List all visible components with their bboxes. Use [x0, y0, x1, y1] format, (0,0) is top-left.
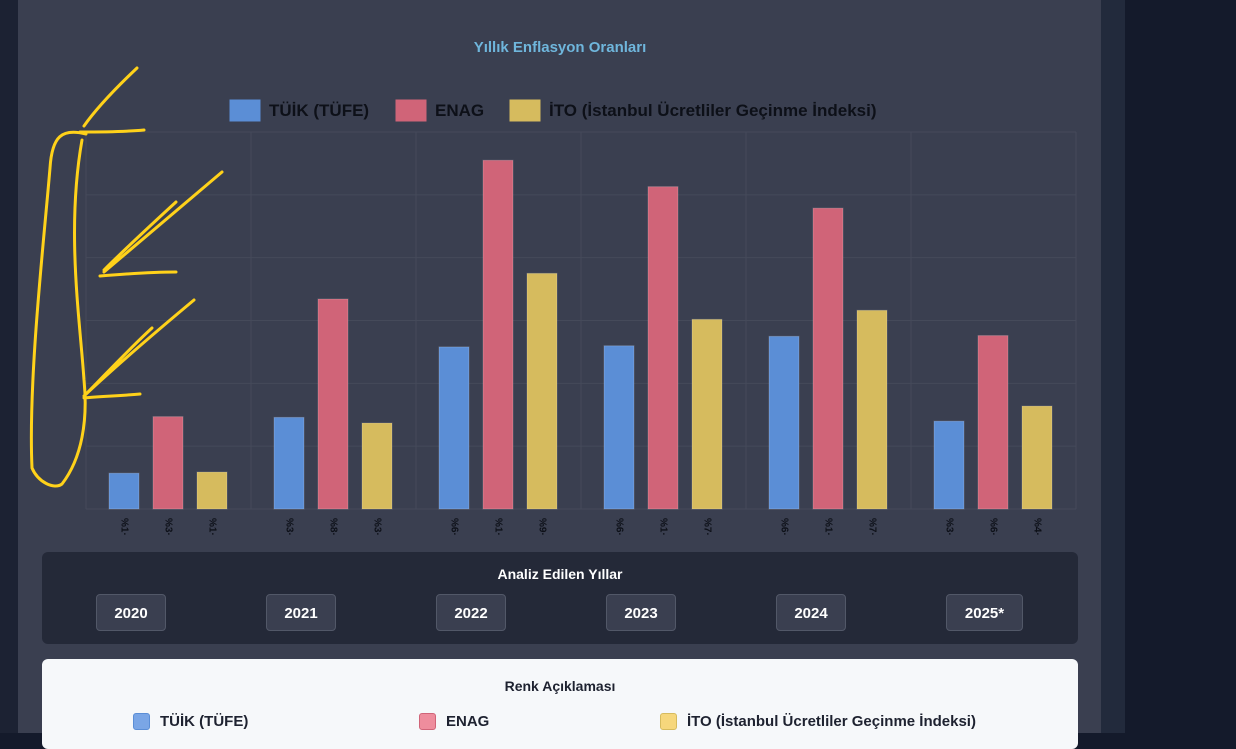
bar-value-label: %1· [822, 518, 833, 536]
bar-2025-1 [977, 335, 1009, 510]
bar-value-label: %8· [327, 518, 338, 536]
chart-grid [85, 131, 1077, 510]
year-button-2025[interactable]: 2025* [946, 594, 1023, 631]
bar-2024-1 [812, 207, 844, 510]
bar-value-label: %6· [778, 518, 789, 536]
color-legend-item-enag: ENAG [419, 711, 489, 731]
year-button-2022[interactable]: 2022 [436, 594, 506, 631]
analyzed-years-title: Analiz Edilen Yıllar [497, 566, 623, 582]
bar-2020-0 [108, 472, 140, 510]
bar-2024-0 [768, 335, 800, 510]
bar-2021-0 [273, 416, 305, 510]
ito-swatch [660, 712, 677, 730]
color-legend-item-tuik: TÜİK (TÜFE) [133, 711, 248, 731]
color-legend-label: TÜİK (TÜFE) [160, 712, 249, 730]
chart-tick-labels: %1· %3· %1· %3· %8· %3· %6· %1· %9· %6· %1· %7· %6·%… [118, 518, 1042, 536]
color-legend-item-ito: İTO (İstanbul Ücretliler Geçinme İndeksi… [660, 711, 976, 731]
bar-2021-1 [317, 298, 349, 510]
bar-2023-2 [691, 318, 723, 510]
bar-2022-2 [526, 272, 558, 510]
bar-value-label: %1· [118, 518, 129, 536]
legend-entry: İTO (İstanbul Ücretliler Geçinme İndeksi… [549, 101, 877, 120]
legend-swatch [229, 99, 261, 122]
bar-2022-0 [438, 346, 470, 510]
bar-2023-1 [647, 186, 679, 510]
bar-2023-0 [603, 345, 635, 510]
bar-value-label: %3· [943, 518, 954, 536]
bar-value-label: %3· [283, 518, 294, 536]
bar-value-label: %1· [657, 518, 668, 536]
year-button-2023[interactable]: 2023 [606, 594, 676, 631]
bar-2022-1 [482, 159, 514, 510]
bar-2025-0 [933, 420, 965, 510]
tuik-swatch [133, 712, 150, 730]
bar-2020-2 [196, 471, 228, 510]
bar-value-label: %7· [866, 518, 877, 536]
legend-swatch [395, 99, 427, 122]
year-button-2020[interactable]: 2020 [96, 594, 166, 631]
left-gutter [0, 0, 18, 733]
color-legend-label: İTO (İstanbul Ücretliler Geçinme İndeksi… [687, 712, 976, 730]
bar-2025-2 [1021, 405, 1053, 510]
chart-bars [108, 159, 1053, 510]
enag-swatch [419, 712, 436, 730]
legend-entry: ENAG [435, 101, 484, 120]
chart-title: Yıllık Enflasyon Oranları [474, 39, 647, 56]
color-legend-section: Renk Açıklaması TÜİK (TÜFE) ENAG İTO (İs… [42, 659, 1078, 749]
chart-legend: TÜİK (TÜFE) ENAG İTO (İstanbul Ücretliler … [229, 99, 877, 122]
analyzed-years-section: Analiz Edilen Yıllar 2020 2021 2022 2023… [42, 552, 1078, 644]
bar-value-label: %9· [536, 518, 547, 536]
bar-2020-1 [152, 416, 184, 510]
content-panel: Yıllık Enflasyon Oranları TÜİK (TÜFE) ENA… [18, 0, 1101, 749]
legend-swatch [509, 99, 541, 122]
color-legend-label: ENAG [446, 712, 490, 730]
bar-value-label: %3· [371, 518, 382, 536]
bar-value-label: %6· [987, 518, 998, 536]
bar-value-label: %4· [1031, 518, 1042, 536]
right-gutter [1101, 0, 1125, 733]
bar-2021-2 [361, 422, 393, 510]
bar-value-label: %7· [701, 518, 712, 536]
legend-entry: TÜİK (TÜFE) [269, 101, 369, 120]
inflation-bar-chart: Yıllık Enflasyon Oranları TÜİK (TÜFE) ENA… [85, 39, 1077, 536]
bar-value-label: %1· [492, 518, 503, 536]
bar-value-label: %1· [206, 518, 217, 536]
bar-2024-2 [856, 309, 888, 510]
bar-value-label: %6· [613, 518, 624, 536]
color-legend-title: Renk Açıklaması [504, 678, 616, 694]
year-button-2024[interactable]: 2024 [776, 594, 846, 631]
bar-value-label: %3· [162, 518, 173, 536]
year-button-2021[interactable]: 2021 [266, 594, 336, 631]
bar-value-label: %6· [448, 518, 459, 536]
